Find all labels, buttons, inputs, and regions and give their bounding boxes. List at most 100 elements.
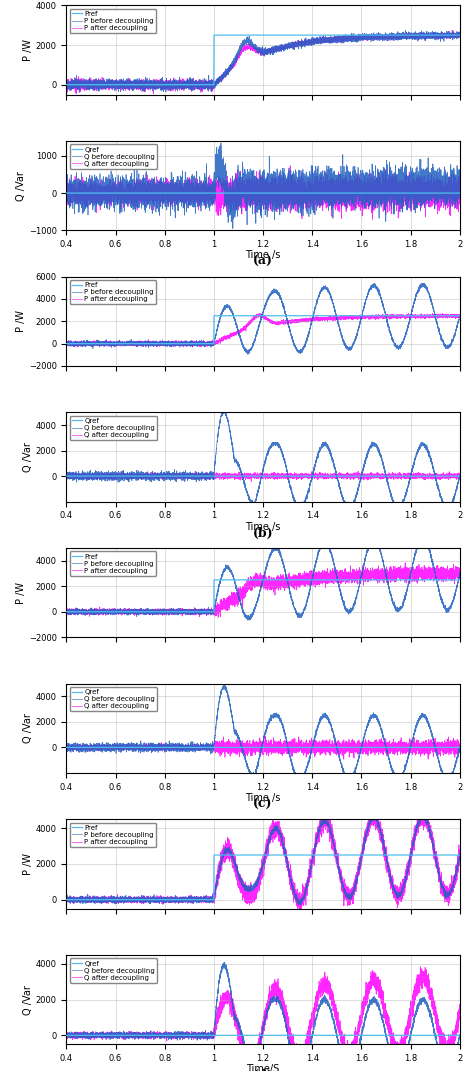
- Line: P after decoupling: P after decoupling: [66, 314, 460, 347]
- P before decoupling: [457, 567, 463, 579]
- Line: P after decoupling: P after decoupling: [66, 30, 460, 94]
- Q after decoupling: [457, 468, 463, 481]
- Pref: [355, 29, 361, 42]
- P after decoupling: [83, 335, 89, 348]
- P after decoupling: [376, 817, 382, 830]
- Line: P before decoupling: P before decoupling: [66, 813, 460, 905]
- Qref: [206, 470, 211, 483]
- P before decoupling: [457, 848, 463, 861]
- Q before decoupling: [296, 184, 302, 197]
- Q before decoupling: [376, 170, 382, 183]
- P after decoupling: [206, 335, 212, 348]
- Pref: [206, 893, 211, 906]
- P after decoupling: [355, 310, 361, 322]
- Pref: [457, 848, 463, 861]
- Legend: Pref, P before decoupling, P after decoupling: Pref, P before decoupling, P after decou…: [70, 823, 156, 847]
- P before decoupling: [245, 614, 251, 627]
- Pref: [211, 573, 217, 586]
- Q before decoupling: [376, 1001, 382, 1014]
- P after decoupling: [457, 312, 463, 325]
- Line: Pref: Pref: [66, 35, 460, 85]
- P after decoupling: [313, 311, 319, 323]
- P after decoupling: [206, 606, 211, 619]
- Q before decoupling: [457, 176, 463, 188]
- Line: Q before decoupling: Q before decoupling: [66, 963, 460, 1071]
- Q after decoupling: [425, 753, 431, 766]
- Q after decoupling: [206, 1029, 211, 1042]
- Pref: [376, 848, 382, 861]
- Pref: [83, 605, 89, 618]
- P after decoupling: [376, 574, 382, 587]
- Q after decoupling: [248, 474, 254, 487]
- Q after decoupling: [457, 1008, 463, 1021]
- P before decoupling: [296, 37, 302, 50]
- Q before decoupling: [221, 956, 227, 969]
- Legend: Pref, P before decoupling, P after decoupling: Pref, P before decoupling, P after decou…: [70, 9, 156, 33]
- Q before decoupling: [356, 171, 361, 184]
- Pref: [64, 605, 69, 618]
- P after decoupling: [64, 337, 69, 350]
- P after decoupling: [422, 800, 428, 813]
- Q before decoupling: [457, 1028, 463, 1041]
- Qref: [376, 1029, 382, 1042]
- P after decoupling: [215, 610, 221, 623]
- Q after decoupling: [83, 743, 89, 756]
- Pref: [64, 893, 69, 906]
- Line: Q after decoupling: Q after decoupling: [66, 471, 460, 481]
- P before decoupling: [76, 86, 82, 99]
- P after decoupling: [206, 80, 212, 93]
- Qref: [313, 186, 319, 199]
- Pref: [296, 573, 302, 586]
- Qref: [64, 741, 69, 754]
- Legend: Pref, P before decoupling, P after decoupling: Pref, P before decoupling, P after decou…: [70, 552, 156, 576]
- P after decoupling: [296, 894, 302, 907]
- Qref: [457, 186, 463, 199]
- Q before decoupling: [206, 468, 211, 481]
- P after decoupling: [355, 869, 361, 881]
- Q before decoupling: [221, 679, 227, 692]
- Pref: [457, 310, 463, 322]
- Y-axis label: Q /Var: Q /Var: [23, 442, 33, 472]
- Q before decoupling: [355, 484, 361, 497]
- P before decoupling: [245, 348, 251, 361]
- P after decoupling: [376, 310, 382, 322]
- Line: P before decoupling: P before decoupling: [66, 283, 460, 355]
- Pref: [206, 605, 211, 618]
- Q before decoupling: [457, 469, 463, 482]
- P after decoupling: [355, 33, 361, 46]
- Q before decoupling: [296, 1067, 302, 1071]
- Line: P after decoupling: P after decoupling: [66, 806, 460, 916]
- Q after decoupling: [83, 178, 89, 191]
- Q after decoupling: [296, 1046, 302, 1059]
- P before decoupling: [376, 286, 382, 299]
- Line: P after decoupling: P after decoupling: [66, 562, 460, 617]
- P before decoupling: [355, 584, 361, 597]
- Pref: [206, 337, 211, 350]
- Qref: [313, 741, 319, 754]
- P before decoupling: [64, 892, 69, 905]
- Q after decoupling: [83, 1030, 89, 1043]
- Legend: Pref, P before decoupling, P after decoupling: Pref, P before decoupling, P after decou…: [70, 281, 156, 304]
- Q after decoupling: [245, 1068, 251, 1071]
- P after decoupling: [440, 307, 446, 320]
- P before decoupling: [206, 606, 211, 619]
- Pref: [296, 29, 302, 42]
- Q after decoupling: [206, 741, 211, 754]
- Qref: [313, 470, 319, 483]
- Q after decoupling: [355, 741, 361, 754]
- Q after decoupling: [83, 470, 89, 483]
- Q before decoupling: [313, 1012, 319, 1025]
- Q after decoupling: [355, 190, 361, 202]
- Q after decoupling: [287, 160, 293, 172]
- Q after decoupling: [313, 468, 319, 481]
- Legend: Qref, Q before decoupling, Q after decoupling: Qref, Q before decoupling, Q after decou…: [70, 959, 157, 983]
- Pref: [355, 310, 361, 322]
- Qref: [376, 470, 382, 483]
- Line: Q before decoupling: Q before decoupling: [66, 144, 460, 228]
- Pref: [83, 78, 89, 91]
- P after decoupling: [296, 315, 302, 328]
- P before decoupling: [376, 541, 382, 554]
- P before decoupling: [64, 77, 69, 90]
- Line: Q after decoupling: Q after decoupling: [66, 967, 460, 1071]
- Text: (d): (d): [253, 1069, 273, 1071]
